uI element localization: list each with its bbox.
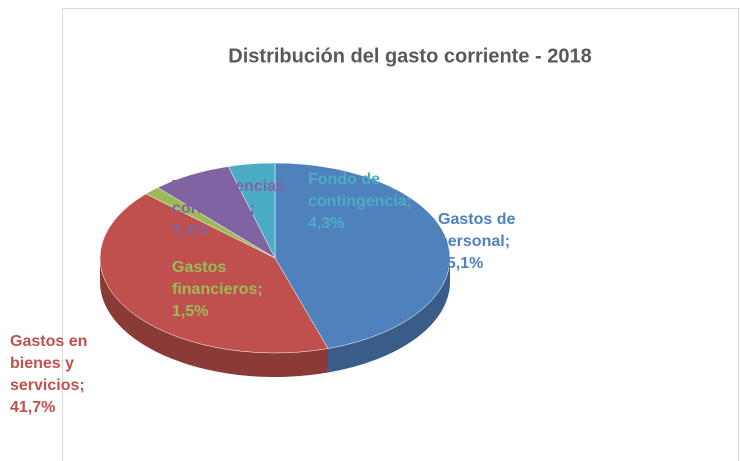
slice-side (100, 258, 329, 377)
data-label: Fondo de contingencia; 4,3% (308, 171, 412, 232)
slice (99, 193, 329, 354)
data-label: Gastos financieros; 1,5% (172, 259, 263, 320)
slice (274, 162, 451, 349)
chart-title: Distribución del gasto corriente - 2018 (228, 45, 591, 67)
data-label: Gastos de personal; 45,1% (438, 211, 515, 272)
slice-side (328, 258, 450, 373)
data-label: Gastos en bienes y servicios; 41,7% (10, 333, 87, 416)
slice (227, 162, 276, 259)
chart-frame (62, 8, 739, 461)
data-label: Transferencias corrientes; 7,4% (172, 178, 285, 239)
